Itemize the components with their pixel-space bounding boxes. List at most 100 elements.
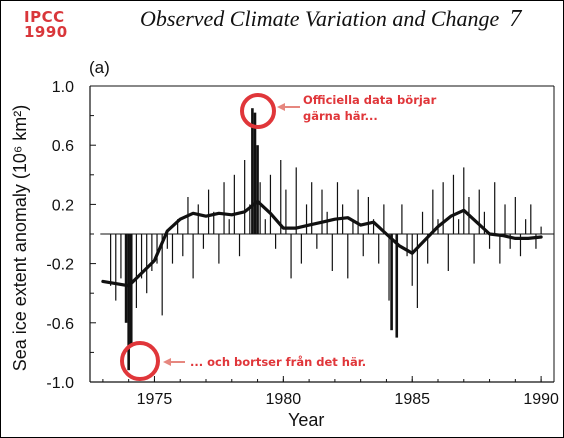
badge-line-1: IPCC [24,8,65,26]
anomaly-bar [411,234,413,286]
smoothed-curve-group [101,199,543,288]
anomaly-bars [110,108,542,371]
y-tick-label: -1.0 [46,375,74,392]
anomaly-bar [135,234,137,308]
anomaly-bar [264,219,266,234]
anomaly-bar [321,189,323,234]
anomaly-bar [207,189,210,234]
anomaly-bar [432,189,434,234]
anomaly-bar [447,234,449,271]
anomaly-bar [452,174,455,234]
anomaly-bar [110,234,112,286]
anomaly-bar [233,174,235,234]
anomaly-bar [269,174,272,234]
anomaly-bar [401,204,403,234]
anomaly-bar [336,182,339,234]
anomaly-bar [357,189,359,234]
smoothed-curve [101,199,543,288]
anomaly-bar [197,204,199,234]
anomaly-bar [406,234,408,257]
anomaly-bar [202,234,205,249]
anomaly-bar [530,204,532,234]
x-tick-label: 1990 [523,391,559,408]
y-tick-label: 0.2 [52,197,74,214]
anomaly-bar [372,219,375,234]
anomaly-bar [253,112,257,234]
badge-line-2: 1990 [24,23,68,41]
anomaly-bar [504,204,506,234]
anomaly-bar [161,234,163,316]
y-axis-label: Sea ice extent anomaly (10⁶ km²) [10,105,30,372]
anomaly-bar [129,234,133,345]
anomaly-bar [223,182,225,234]
anomaly-bar [295,167,297,234]
anomaly-bar [192,234,194,279]
anomaly-bar [166,234,168,249]
anomaly-bar [494,182,496,234]
arrow-bottom [163,358,185,366]
panel-label: (a) [89,58,110,77]
anomaly-bar [228,219,230,234]
anomaly-bar [514,197,516,234]
page-header: Observed Climate Variation and Change 7 [140,6,521,33]
anomaly-bar [290,234,292,279]
anomaly-bar [218,234,220,264]
y-tick-label: -0.6 [46,316,74,333]
anomaly-bar [171,234,174,264]
anomaly-bar [347,234,349,279]
annotation-top-line-2: gärna här... [303,109,378,123]
anomaly-bar [352,219,354,234]
anomaly-bar [305,204,308,234]
anomaly-bar [519,234,522,257]
annotation-top-line-1: Officiella data börjar [303,93,437,107]
highlight-circle-trough [120,341,160,381]
anomaly-bar [395,234,399,338]
anomaly-bar [473,234,475,264]
anomaly-bar [256,145,259,234]
anomaly-bar [120,234,122,279]
anomaly-bar [127,234,130,371]
y-tick-label: 0.6 [52,138,74,155]
y-tick-label: 1.0 [52,79,74,96]
anomaly-bar [488,234,491,249]
anomaly-bar [285,189,287,234]
anomaly-bar [326,211,328,234]
anomaly-bar [280,160,282,234]
anomaly-bar [182,234,184,257]
anomaly-bar [483,211,485,234]
anomaly-bar [115,234,117,301]
anomaly-bar [331,234,333,271]
ipcc-badge: IPCC 1990 [24,10,68,40]
anomaly-bar [275,234,277,249]
anomaly-bar [140,234,143,279]
highlight-circle-peak [240,93,276,129]
anomaly-bar [244,160,246,234]
anomaly-bar [378,234,380,264]
anomaly-bar [156,234,158,264]
anomaly-bar [499,234,501,264]
anomaly-bar [421,211,424,234]
arrow-top [277,103,300,111]
anomaly-bar [540,226,542,234]
x-tick-label: 1975 [137,391,173,408]
anomaly-bar [525,219,527,234]
anomaly-bar [367,197,369,234]
x-tick-label: 1980 [266,391,302,408]
anomaly-bar [300,234,302,264]
header-title: Observed Climate Variation and Change [140,6,500,31]
anomaly-bar [362,234,364,257]
x-axis-label: Year [288,410,324,430]
anomaly-bar [388,234,390,301]
anomaly-bar [383,204,385,234]
anomaly-bar [259,182,261,234]
anomaly-bar [238,234,241,257]
anomaly-bar [535,234,537,249]
anomaly-bar [316,234,318,249]
anomaly-bar [463,167,465,234]
anomaly-bar [146,234,148,294]
anomaly-bar [151,234,153,271]
anomaly-bar [509,234,511,249]
anomaly-bar [478,189,480,234]
anomaly-bar [124,234,128,323]
